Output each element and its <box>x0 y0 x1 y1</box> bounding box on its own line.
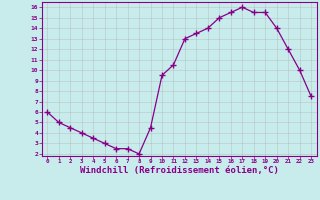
X-axis label: Windchill (Refroidissement éolien,°C): Windchill (Refroidissement éolien,°C) <box>80 166 279 175</box>
